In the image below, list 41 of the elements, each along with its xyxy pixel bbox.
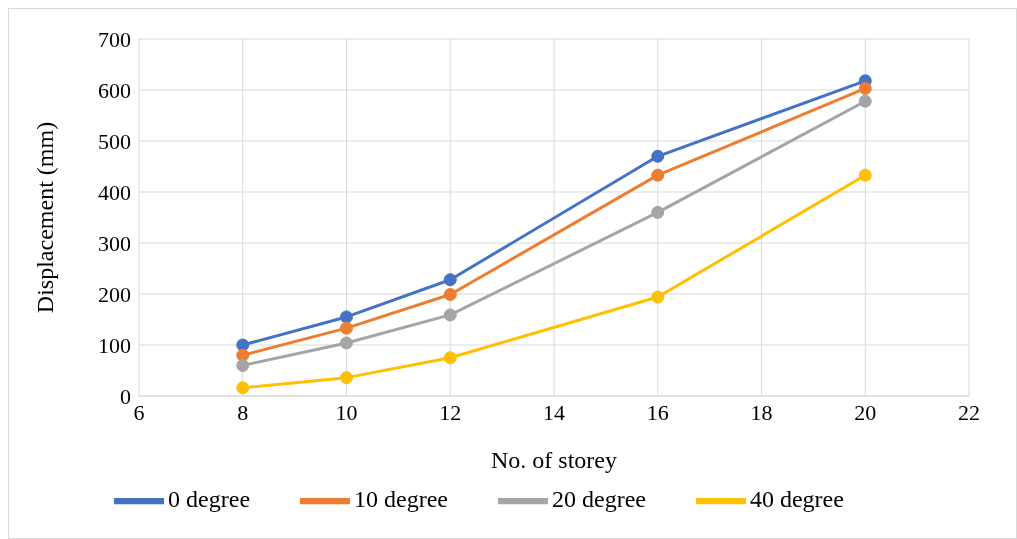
x-tick-label: 20 bbox=[854, 399, 877, 425]
point bbox=[651, 168, 665, 182]
y-tick-label: 500 bbox=[98, 128, 131, 154]
x-axis-title: No. of storey bbox=[491, 447, 617, 473]
y-tick-label: 600 bbox=[98, 77, 131, 103]
point bbox=[651, 149, 665, 163]
y-tick-label: 400 bbox=[98, 179, 131, 205]
point bbox=[858, 168, 872, 182]
x-tick-label: 14 bbox=[543, 399, 565, 425]
y-axis-title: Displacement (mm) bbox=[31, 121, 58, 314]
point bbox=[236, 338, 250, 352]
point bbox=[340, 321, 353, 335]
point bbox=[858, 81, 872, 95]
point bbox=[858, 94, 872, 108]
legend-label: 10 degree bbox=[354, 485, 448, 512]
y-tick-label: 0 bbox=[120, 383, 131, 409]
point bbox=[651, 205, 665, 219]
legend-label: 0 degree bbox=[168, 485, 251, 512]
x-tick-label: 22 bbox=[958, 399, 980, 425]
x-tick-label: 18 bbox=[750, 399, 773, 425]
x-tick-label: 10 bbox=[335, 399, 358, 425]
point bbox=[340, 371, 353, 385]
point bbox=[443, 351, 457, 365]
x-tick-label: 16 bbox=[646, 399, 669, 425]
x-tick-label: 8 bbox=[237, 399, 249, 425]
point bbox=[340, 336, 353, 350]
legend-label: 40 degree bbox=[749, 485, 844, 512]
legend-label: 20 degree bbox=[552, 485, 646, 512]
point bbox=[340, 310, 353, 324]
y-tick-label: 700 bbox=[98, 26, 131, 52]
point bbox=[443, 273, 457, 287]
point bbox=[236, 381, 250, 395]
point bbox=[443, 288, 457, 302]
y-tick-label: 300 bbox=[98, 230, 131, 256]
point bbox=[236, 358, 250, 372]
x-tick-label: 6 bbox=[133, 399, 145, 425]
y-tick-label: 200 bbox=[98, 281, 131, 307]
x-tick-label: 12 bbox=[439, 399, 462, 425]
y-tick-label: 100 bbox=[98, 332, 131, 358]
point bbox=[651, 290, 665, 304]
point bbox=[443, 308, 457, 322]
